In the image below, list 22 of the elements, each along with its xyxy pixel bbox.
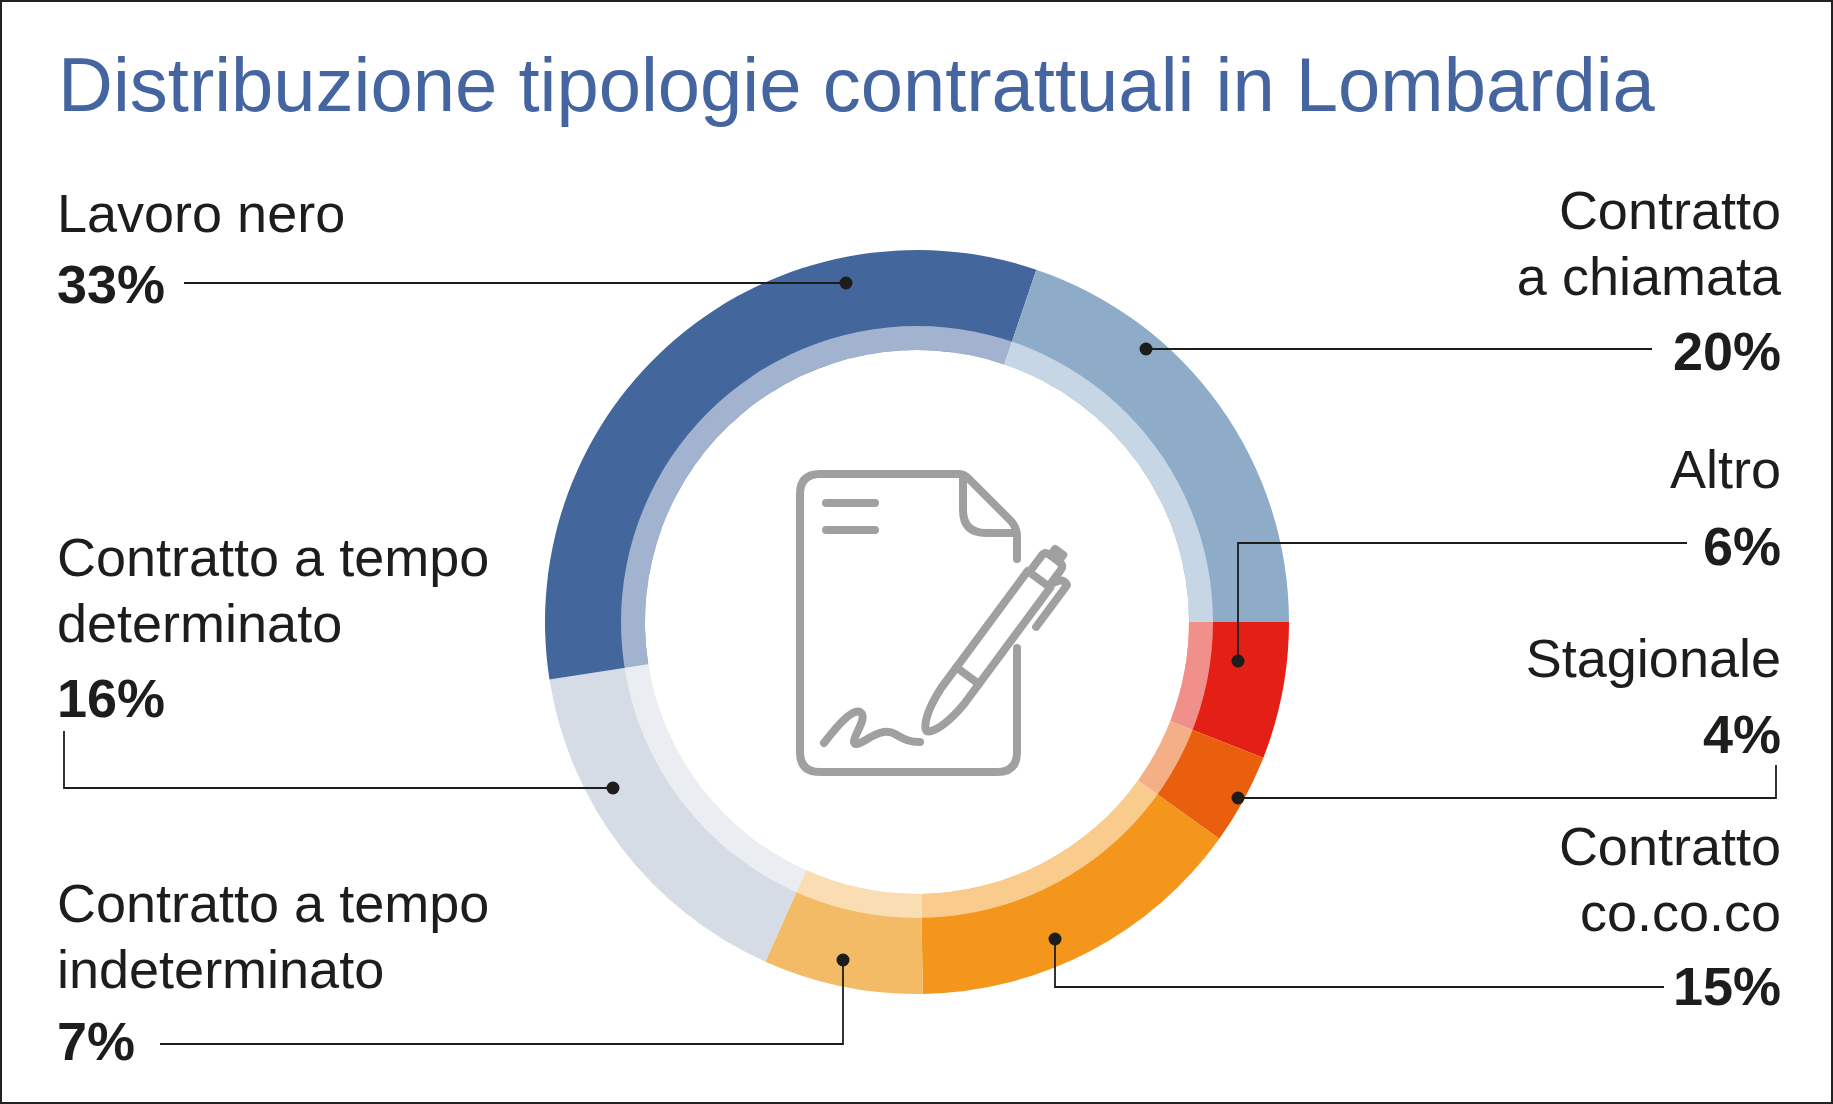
data-label: 20% (1672, 321, 1781, 381)
slice-label: Altro (1669, 439, 1781, 499)
data-label: 15% (1672, 956, 1781, 1016)
slice-label: Lavoro nero (57, 183, 346, 243)
data-label: 16% (57, 668, 166, 728)
slice-label: Stagionale (1525, 628, 1781, 688)
data-label: 6% (1702, 516, 1781, 576)
slice-label: Contratto a tempo determinato (57, 527, 490, 653)
data-label: 7% (57, 1011, 136, 1071)
data-label: 4% (1702, 704, 1781, 764)
chart-title: Distribuzione tipologie contrattuali in Lombardia (58, 42, 1656, 127)
data-label: 33% (57, 254, 166, 314)
donut-slice (921, 780, 1220, 994)
donut-slice (1138, 721, 1264, 839)
donut-slice (549, 664, 807, 962)
slice-label: Contratto co.co.co (1558, 816, 1781, 942)
donut-slice (765, 870, 923, 994)
donut-slice (545, 250, 1037, 680)
slice-label: Contratto a chiamata (1516, 180, 1782, 306)
slice-label: Contratto a tempo indeterminato (57, 873, 490, 999)
donut-slice (1170, 622, 1289, 758)
donut-slice (1004, 269, 1289, 622)
